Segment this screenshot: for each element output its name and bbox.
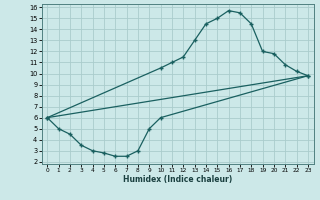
X-axis label: Humidex (Indice chaleur): Humidex (Indice chaleur) bbox=[123, 175, 232, 184]
